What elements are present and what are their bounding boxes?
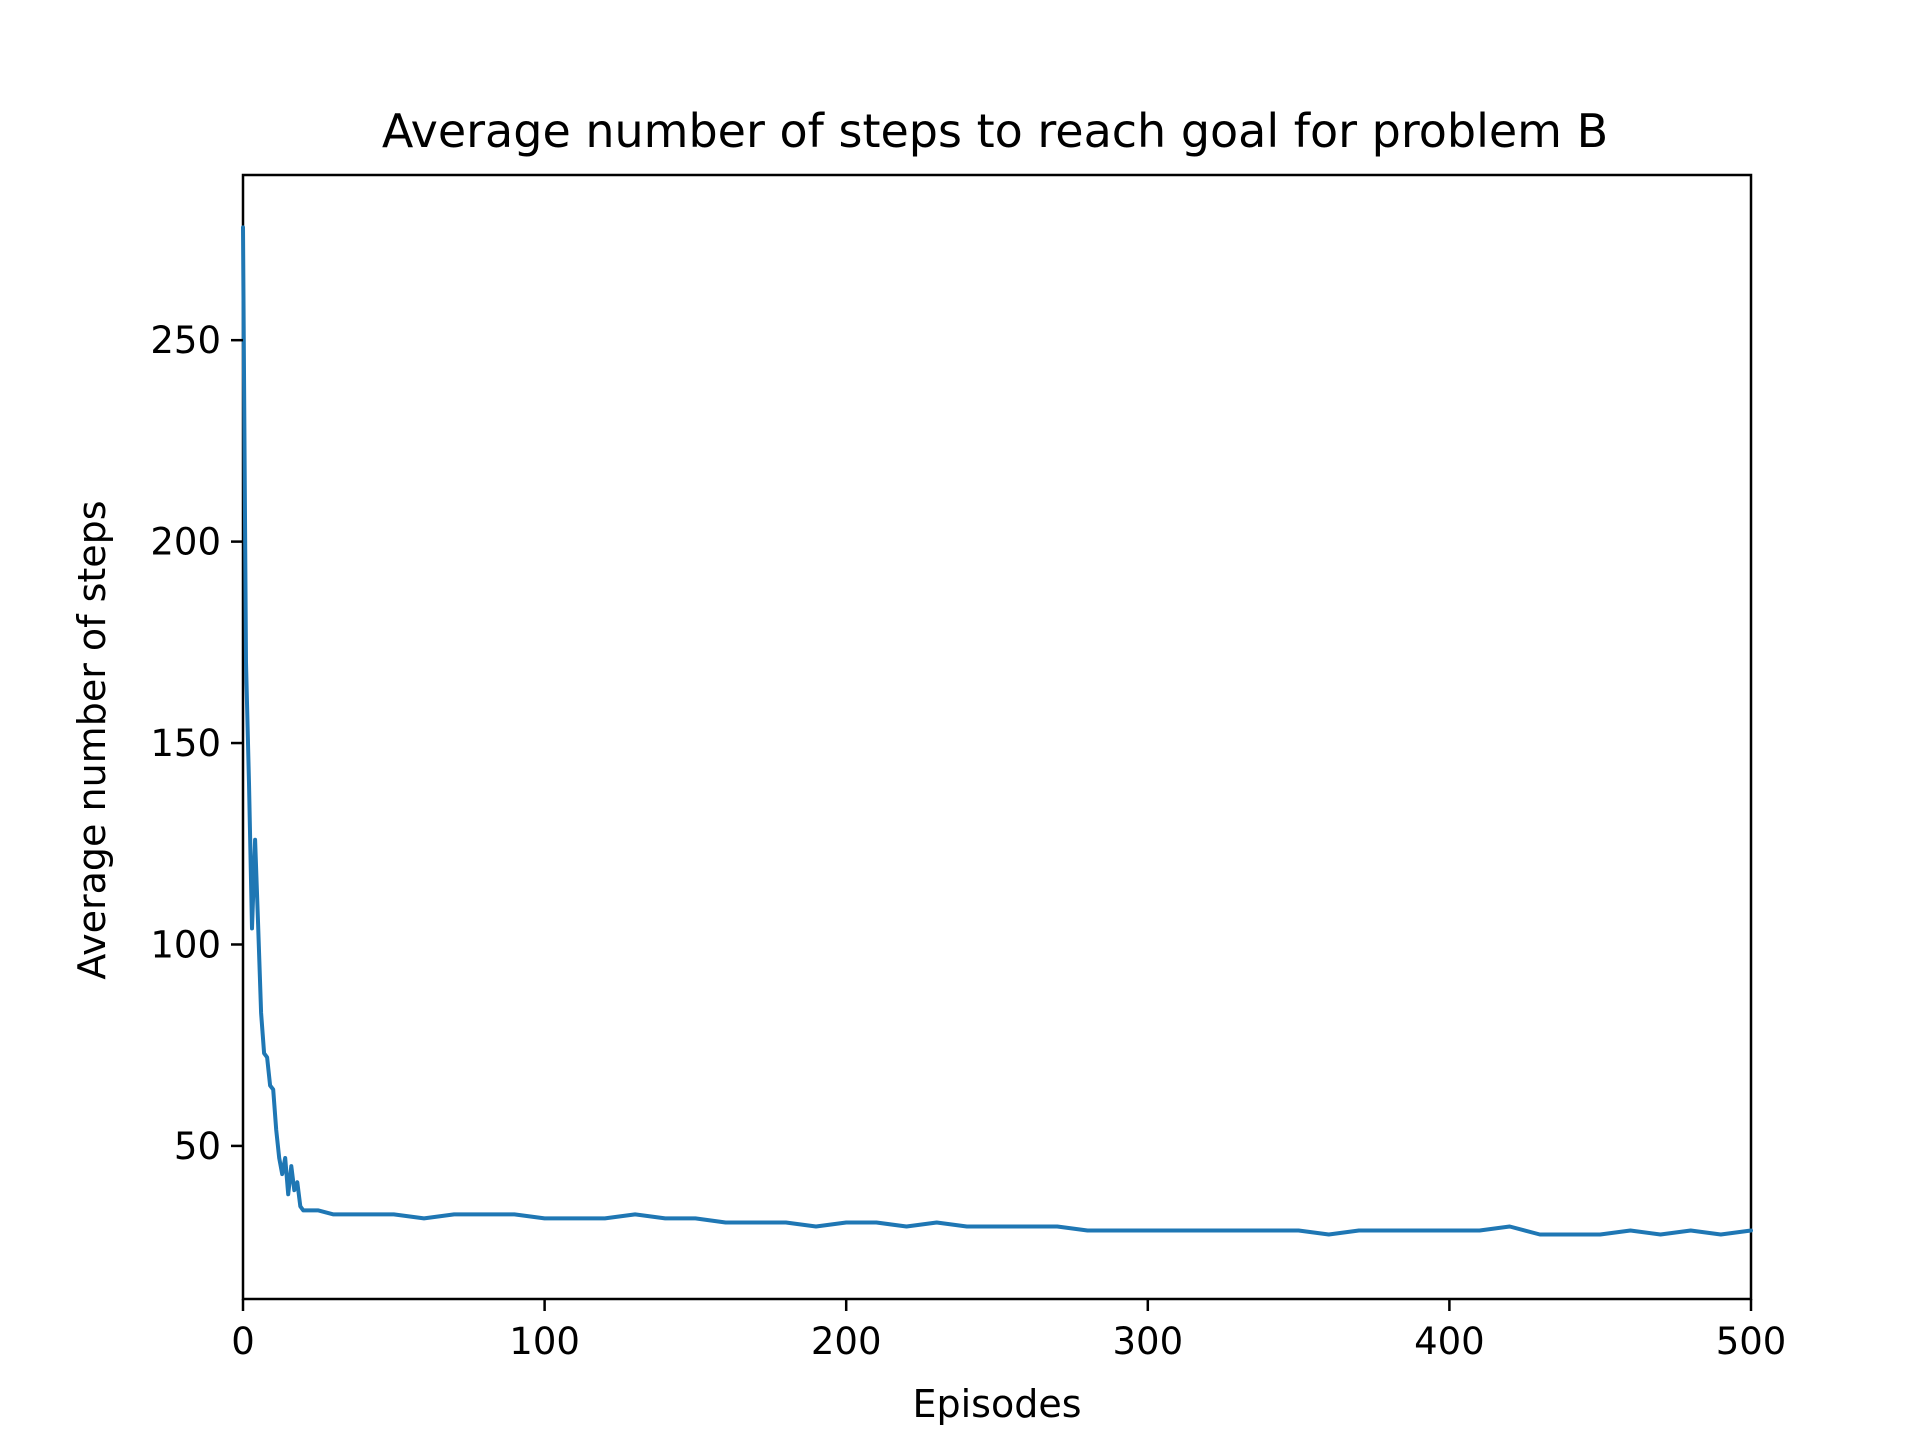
y-axis-label: Average number of steps (70, 500, 114, 979)
x-tick-label: 400 (1414, 1320, 1485, 1363)
y-tick-label: 50 (174, 1125, 221, 1168)
y-tick-label: 150 (150, 722, 221, 765)
x-tick-label: 100 (509, 1320, 580, 1363)
y-tick-label: 200 (150, 521, 221, 564)
ticks-layer: 0 100 200 300 400 500 50 100 150 200 250 (150, 319, 1786, 1363)
x-axis-label: Episodes (912, 1382, 1081, 1426)
y-tick-label: 100 (150, 923, 221, 966)
x-tick-label: 300 (1112, 1320, 1183, 1363)
x-tick-label: 500 (1716, 1320, 1787, 1363)
x-tick-label: 200 (811, 1320, 882, 1363)
x-tick-label: 0 (231, 1320, 255, 1363)
plot-frame (241, 173, 1753, 1301)
y-tick-label: 250 (150, 319, 221, 362)
line-layer (241, 225, 1753, 1237)
series-line-0 (241, 225, 1753, 1237)
chart-title: Average number of steps to reach goal fo… (382, 104, 1608, 158)
